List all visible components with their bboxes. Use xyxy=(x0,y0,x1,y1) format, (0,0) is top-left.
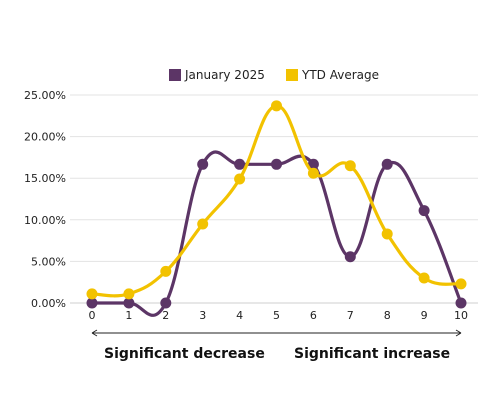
data-point-january-2025 xyxy=(381,158,393,170)
y-tick-label: 25.00% xyxy=(24,89,66,102)
data-point-ytd-average xyxy=(160,265,172,277)
data-point-january-2025 xyxy=(271,158,282,170)
x-tick-label: 1 xyxy=(125,309,132,322)
y-tick-label: 10.00% xyxy=(24,214,66,227)
direction-arrow-left-head xyxy=(91,329,98,337)
x-tick-label: 0 xyxy=(89,309,96,322)
legend-swatch xyxy=(169,69,181,81)
data-point-january-2025 xyxy=(344,251,356,263)
y-tick-label: 20.00% xyxy=(24,131,66,144)
legend-label: YTD Average xyxy=(301,68,379,82)
y-tick-label: 0.00% xyxy=(31,297,66,310)
annotation-left: Significant decrease xyxy=(104,346,265,362)
data-point-ytd-average xyxy=(234,173,246,185)
gridlines xyxy=(70,94,478,304)
y-axis-ticks: 0.00% 5.00% 10.00% 15.00% 20.00% 25.00% xyxy=(24,89,66,310)
x-tick-label: 2 xyxy=(162,309,169,322)
data-point-ytd-average xyxy=(307,167,319,179)
x-axis-ticks: 0 1 2 3 4 5 6 7 8 9 10 xyxy=(89,309,469,322)
data-point-ytd-average xyxy=(123,288,135,300)
data-point-ytd-average xyxy=(344,160,356,172)
data-point-january-2025 xyxy=(86,297,98,309)
data-point-ytd-average xyxy=(197,218,209,230)
x-tick-label: 9 xyxy=(421,309,428,322)
series-lines xyxy=(86,100,467,317)
data-point-january-2025 xyxy=(455,297,467,309)
x-tick-label: 7 xyxy=(347,309,354,322)
axis-annotations: Significant decrease Significant increas… xyxy=(91,329,462,362)
direction-arrow-right-head xyxy=(455,329,462,337)
y-tick-label: 15.00% xyxy=(24,172,66,185)
series-line-ytd-average xyxy=(90,104,463,298)
data-point-january-2025 xyxy=(123,297,135,309)
data-point-ytd-average xyxy=(455,278,467,290)
x-tick-label: 4 xyxy=(236,309,243,322)
legend: January 2025 YTD Average xyxy=(169,68,379,82)
data-point-ytd-average xyxy=(271,100,282,112)
x-tick-label: 3 xyxy=(199,309,206,322)
legend-label: January 2025 xyxy=(184,68,265,82)
data-point-ytd-average xyxy=(381,228,393,240)
data-point-january-2025 xyxy=(234,158,246,170)
data-point-january-2025 xyxy=(160,297,172,309)
series-line-january-2025 xyxy=(90,150,463,317)
data-point-ytd-average xyxy=(418,272,430,284)
x-tick-label: 8 xyxy=(384,309,391,322)
data-point-ytd-average xyxy=(86,288,98,300)
legend-swatch xyxy=(286,69,298,81)
y-tick-label: 5.00% xyxy=(31,255,66,268)
data-point-january-2025 xyxy=(197,158,209,170)
x-tick-label: 6 xyxy=(310,309,317,322)
annotation-right: Significant increase xyxy=(294,346,450,362)
data-point-january-2025 xyxy=(307,158,319,170)
x-tick-label: 10 xyxy=(454,309,468,322)
x-tick-label: 5 xyxy=(273,309,280,322)
data-point-january-2025 xyxy=(418,205,430,217)
